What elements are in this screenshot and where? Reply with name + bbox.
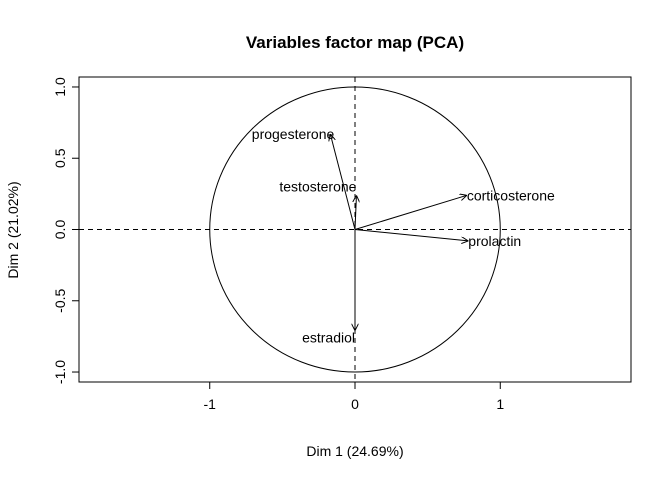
y-tick-label: 0.0 — [52, 220, 68, 240]
chart-title: Variables factor map (PCA) — [246, 33, 464, 52]
y-tick-label: -1.0 — [52, 360, 68, 384]
y-axis-label: Dim 2 (21.02%) — [5, 181, 21, 278]
arrow-testosterone — [355, 195, 356, 230]
plot-area: -1 0 1 -1.0 -0.5 0.0 0.5 1.0 progesterone testost… — [52, 76, 632, 412]
label-testosterone: testosterone — [279, 178, 356, 194]
y-tick-label: 1.0 — [52, 77, 68, 97]
x-axis-label: Dim 1 (24.69%) — [306, 443, 403, 459]
y-tick-label: -0.5 — [52, 288, 68, 312]
x-tick-label: -1 — [204, 396, 217, 412]
label-estradiol: estradiol — [302, 330, 355, 346]
arrow-prolactin — [354, 229, 468, 241]
label-prolactin: prolactin — [468, 233, 521, 249]
label-progesterone: progesterone — [252, 126, 335, 142]
arrow-progesterone — [330, 134, 356, 230]
x-tick-label: 0 — [351, 396, 359, 412]
label-corticosterone: corticosterone — [467, 187, 555, 203]
y-tick-label: 0.5 — [52, 148, 68, 168]
x-tick-label: 1 — [496, 396, 504, 412]
arrow-corticosterone — [354, 195, 467, 230]
